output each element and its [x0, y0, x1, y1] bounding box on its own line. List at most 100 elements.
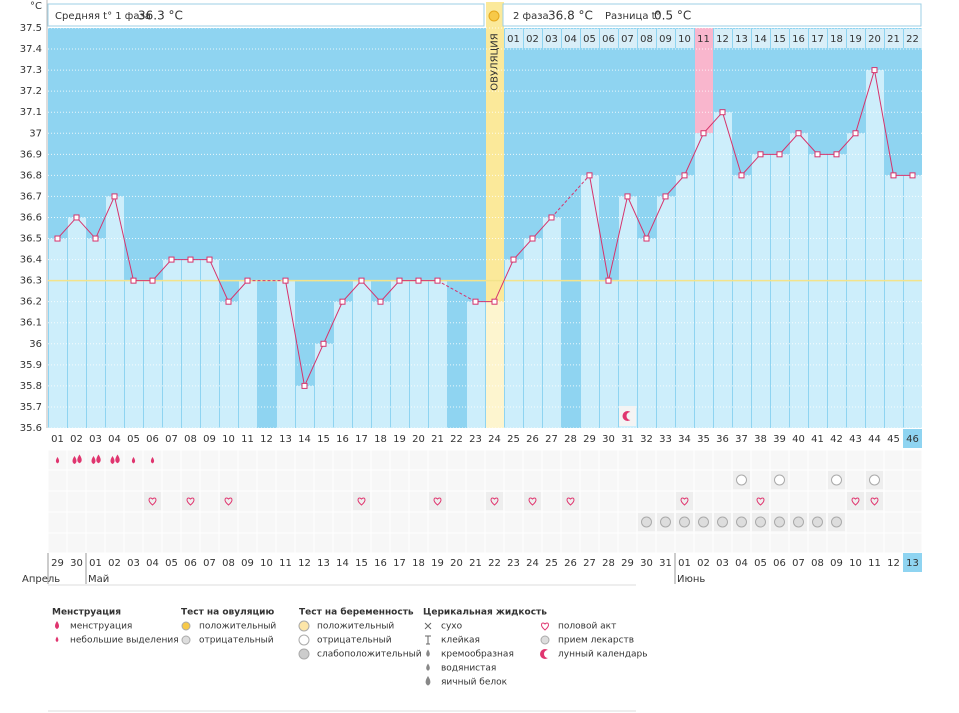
day-number: 20: [412, 434, 425, 445]
point: [776, 151, 783, 158]
moon-shadow: [544, 650, 552, 658]
phase2-cell: [524, 29, 542, 48]
circle-icon: [717, 516, 728, 528]
phase2-cell: [695, 29, 713, 48]
circle-icon: [698, 516, 709, 528]
date-label: 04: [146, 558, 159, 569]
date-label: 09: [830, 558, 843, 569]
header-text: 36.8 °C: [548, 9, 593, 23]
day-number: 33: [659, 434, 672, 445]
legend-label: кремообразная: [441, 650, 514, 660]
drop-icon: [55, 621, 59, 629]
day-number: 44: [868, 434, 881, 445]
drop-icon: [115, 454, 120, 464]
date-label: 21: [469, 558, 482, 569]
day-number: 34: [678, 434, 691, 445]
icon-cell: [353, 492, 370, 510]
point: [244, 277, 251, 284]
date-label: 01: [89, 558, 102, 569]
day-number: 18: [374, 434, 387, 445]
day-number: 07: [165, 434, 178, 445]
header-text: Разница t°: [605, 11, 661, 22]
circle-icon: [181, 621, 191, 631]
day-number: 01: [51, 434, 64, 445]
drop-icon: [55, 457, 60, 464]
day-number: 05: [127, 434, 140, 445]
date-label: 08: [222, 558, 235, 569]
phase2-cell: [505, 29, 523, 48]
day-number: 30: [602, 434, 615, 445]
point: [491, 298, 498, 305]
phase2-cell: [581, 29, 599, 48]
heart-icon: [566, 497, 575, 506]
highlight-column: [695, 28, 713, 134]
phase2-cell: [638, 29, 656, 48]
drop-icon: [96, 454, 101, 464]
phase2-day: 16: [792, 34, 805, 45]
y-tick-label: 36.3: [20, 276, 42, 287]
drop-icon: [77, 454, 82, 464]
bar: [106, 196, 124, 428]
day-number: 14: [298, 434, 311, 445]
legend-title: Менструация: [52, 608, 121, 618]
date-label: 23: [507, 558, 520, 569]
circle-icon: [736, 516, 747, 528]
day-number: 36: [716, 434, 729, 445]
header-box: [502, 3, 922, 27]
circle-icon: [298, 634, 310, 646]
drop-icon: [426, 649, 430, 657]
day-number: 46: [906, 434, 919, 445]
date-label: 24: [526, 558, 539, 569]
month-label: Апрель: [22, 574, 60, 585]
day-number: 31: [621, 434, 634, 445]
heart-icon: [756, 497, 765, 506]
date-label: 15: [355, 558, 368, 569]
point: [814, 151, 821, 158]
phase2-cell: [828, 29, 846, 48]
bar: [68, 217, 86, 428]
bar: [296, 385, 314, 428]
current-cell: [903, 429, 922, 448]
month-label: Июнь: [677, 574, 705, 585]
date-label: 26: [564, 558, 577, 569]
day-number: 41: [811, 434, 824, 445]
day-number: 09: [203, 434, 216, 445]
point: [510, 256, 517, 263]
bar: [391, 280, 409, 428]
phase2-day: 19: [849, 34, 862, 45]
date-label: 31: [659, 558, 672, 569]
phase2-day: 21: [887, 34, 900, 45]
phase2-day: 04: [564, 34, 577, 45]
phase2-cell: [562, 29, 580, 48]
date-label: 30: [640, 558, 653, 569]
y-unit: °C: [30, 1, 42, 12]
header-box: [47, 3, 485, 27]
day-number: 24: [488, 434, 501, 445]
y-tick-label: 35.6: [20, 423, 42, 434]
legend-label: положительный: [317, 622, 394, 632]
y-tick-label: 36.6: [20, 212, 42, 223]
header-text: Средняя t° 1 фаза: [55, 11, 151, 22]
phase2-day: 22: [906, 34, 919, 45]
point: [738, 172, 745, 179]
drop-icon: [91, 456, 96, 464]
legend-label: отрицательный: [317, 636, 392, 646]
heart-icon: [186, 497, 195, 506]
heart-icon: [528, 497, 537, 506]
icon-cell: [847, 492, 864, 510]
point: [396, 277, 403, 284]
phase2-day: 01: [507, 34, 520, 45]
bar: [182, 259, 200, 428]
header-text: 0.5 °C: [654, 9, 691, 23]
date-label: 17: [393, 558, 406, 569]
circle-icon: [660, 516, 671, 528]
bar: [353, 280, 371, 428]
y-tick-label: 36.9: [20, 149, 42, 160]
date-label: 03: [127, 558, 140, 569]
phase2-cell: [809, 29, 827, 48]
heart-icon: [433, 497, 442, 506]
day-number: 12: [260, 434, 273, 445]
ovulation-icon: [488, 10, 500, 22]
icon-cell: [676, 492, 693, 510]
heart-icon: [870, 497, 879, 506]
